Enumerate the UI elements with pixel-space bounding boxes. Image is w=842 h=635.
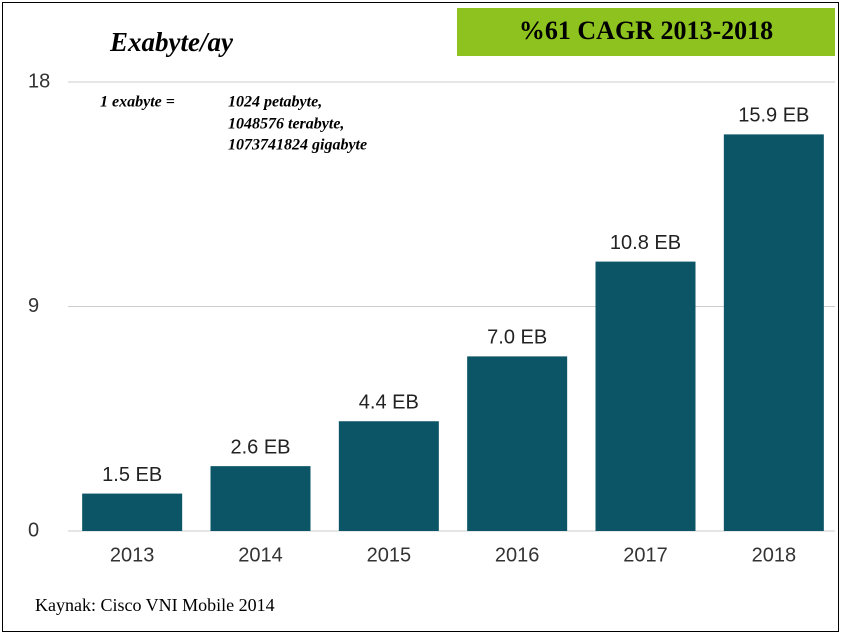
bar (595, 261, 696, 531)
value-label: 7.0 EB (487, 327, 547, 349)
badge-box (457, 8, 835, 56)
y-tick-label: 18 (28, 70, 50, 92)
y-tick-label: 9 (28, 295, 39, 317)
bar (467, 356, 568, 531)
bar (338, 421, 439, 531)
bar (210, 466, 311, 531)
badge: %61 CAGR 2013-2018 (519, 16, 773, 45)
bar (723, 134, 824, 531)
annotation-line: 1024 petabyte, (228, 94, 322, 111)
source: Kaynak: Cisco VNI Mobile 2014 (35, 595, 275, 615)
y-tick-label: 0 (28, 519, 39, 541)
annotation-line: 1048576 terabyte, (228, 116, 344, 133)
x-tick-label: 2018 (752, 544, 797, 566)
annotation-line: 1073741824 gigabyte (228, 137, 367, 154)
value-label: 15.9 EB (738, 105, 809, 127)
value-label: 1.5 EB (102, 464, 162, 486)
x-tick-label: 2016 (495, 544, 540, 566)
x-tick-label: 2015 (367, 544, 412, 566)
value-label: 4.4 EB (359, 392, 419, 414)
value-label: 10.8 EB (610, 232, 681, 254)
x-tick-label: 2013 (110, 544, 155, 566)
value-label: 2.6 EB (230, 436, 290, 458)
chart-title: Exabyte/ay (109, 27, 234, 57)
bar (82, 493, 183, 531)
annotation-lead: 1 exabyte = (100, 94, 175, 111)
x-tick-label: 2017 (623, 544, 668, 566)
x-tick-label: 2014 (238, 544, 283, 566)
